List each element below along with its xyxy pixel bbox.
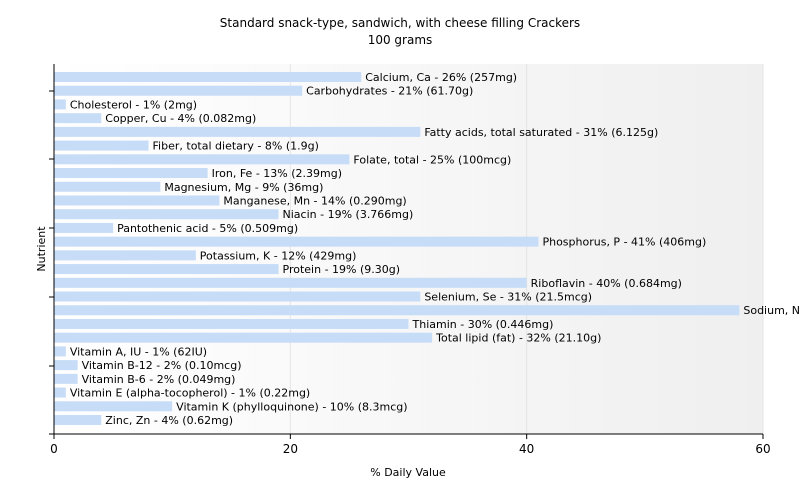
plot-background — [54, 64, 763, 434]
x-tick-label: 20 — [283, 442, 298, 456]
bar — [54, 305, 740, 316]
bar — [54, 99, 66, 110]
x-axis-label: % Daily Value — [370, 466, 446, 479]
bar — [54, 126, 421, 137]
bar — [54, 360, 78, 371]
bar — [54, 181, 161, 192]
bar-data-label: Sodium, Na - 58% (1401mg) — [743, 304, 800, 317]
bar-data-label: Calcium, Ca - 26% (257mg) — [365, 71, 517, 84]
bar-data-label: Protein - 19% (9.30g) — [283, 263, 401, 276]
chart-subtitle: 100 grams — [368, 33, 433, 47]
bar — [54, 113, 102, 124]
bar — [54, 318, 409, 329]
bar-data-label: Cholesterol - 1% (2mg) — [70, 98, 197, 111]
bar-data-label: Vitamin E (alpha-tocopherol) - 1% (0.22m… — [70, 387, 310, 400]
bar — [54, 140, 149, 151]
bar-data-label: Pantothenic acid - 5% (0.509mg) — [117, 222, 298, 235]
bar — [54, 72, 362, 82]
bar-data-label: Folate, total - 25% (100mcg) — [353, 153, 511, 166]
bar-data-label: Potassium, K - 12% (429mg) — [200, 249, 357, 262]
bar-data-label: Iron, Fe - 13% (2.39mg) — [212, 167, 342, 180]
bar-data-label: Fatty acids, total saturated - 31% (6.12… — [424, 126, 658, 139]
x-tick-label: 60 — [755, 442, 770, 456]
bar-data-label: Manganese, Mn - 14% (0.290mg) — [223, 194, 406, 207]
bar — [54, 277, 527, 288]
bar-series: Calcium, Ca - 26% (257mg)Carbohydrates -… — [54, 71, 800, 427]
bar — [54, 195, 220, 206]
bar-data-label: Copper, Cu - 4% (0.082mg) — [105, 112, 256, 125]
bar — [54, 222, 114, 233]
bar — [54, 168, 208, 179]
bar-data-label: Carbohydrates - 21% (61.70g) — [306, 85, 473, 98]
bar-data-label: Magnesium, Mg - 9% (36mg) — [164, 181, 323, 194]
bar-data-label: Selenium, Se - 31% (21.5mcg) — [424, 291, 592, 304]
bar — [54, 415, 102, 425]
bar-data-label: Total lipid (fat) - 32% (21.10g) — [435, 332, 601, 345]
axes: 0 20 40 60 — [49, 64, 771, 456]
bar — [54, 346, 66, 357]
x-tick-label: 40 — [519, 442, 534, 456]
bar — [54, 332, 433, 343]
bar-data-label: Niacin - 19% (3.766mg) — [283, 208, 414, 221]
bar — [54, 291, 421, 302]
bar — [54, 236, 539, 247]
bar — [54, 401, 173, 412]
bar — [54, 250, 196, 261]
bar-data-label: Riboflavin - 40% (0.684mg) — [531, 277, 682, 290]
bar — [54, 209, 279, 220]
bar-data-label: Vitamin A, IU - 1% (62IU) — [70, 345, 207, 358]
bar-data-label: Vitamin B-12 - 2% (0.10mcg) — [82, 359, 242, 372]
chart-title: Standard snack-type, sandwich, with chee… — [220, 16, 580, 30]
bar-data-label: Vitamin K (phylloquinone) - 10% (8.3mcg) — [176, 400, 407, 413]
bar-data-label: Vitamin B-6 - 2% (0.049mg) — [82, 373, 236, 386]
bar-data-label: Thiamin - 30% (0.446mg) — [412, 318, 554, 331]
bar — [54, 373, 78, 384]
bar-data-label: Fiber, total dietary - 8% (1.9g) — [153, 140, 319, 153]
bar — [54, 154, 350, 165]
bar — [54, 264, 279, 275]
bar-data-label: Phosphorus, P - 41% (406mg) — [542, 236, 706, 249]
bar-data-label: Zinc, Zn - 4% (0.62mg) — [105, 414, 233, 427]
x-tick-label: 0 — [50, 442, 58, 456]
bar — [54, 387, 66, 398]
bar — [54, 85, 303, 96]
grid-lines — [289, 64, 764, 434]
y-axis-label: Nutrient — [35, 226, 48, 272]
